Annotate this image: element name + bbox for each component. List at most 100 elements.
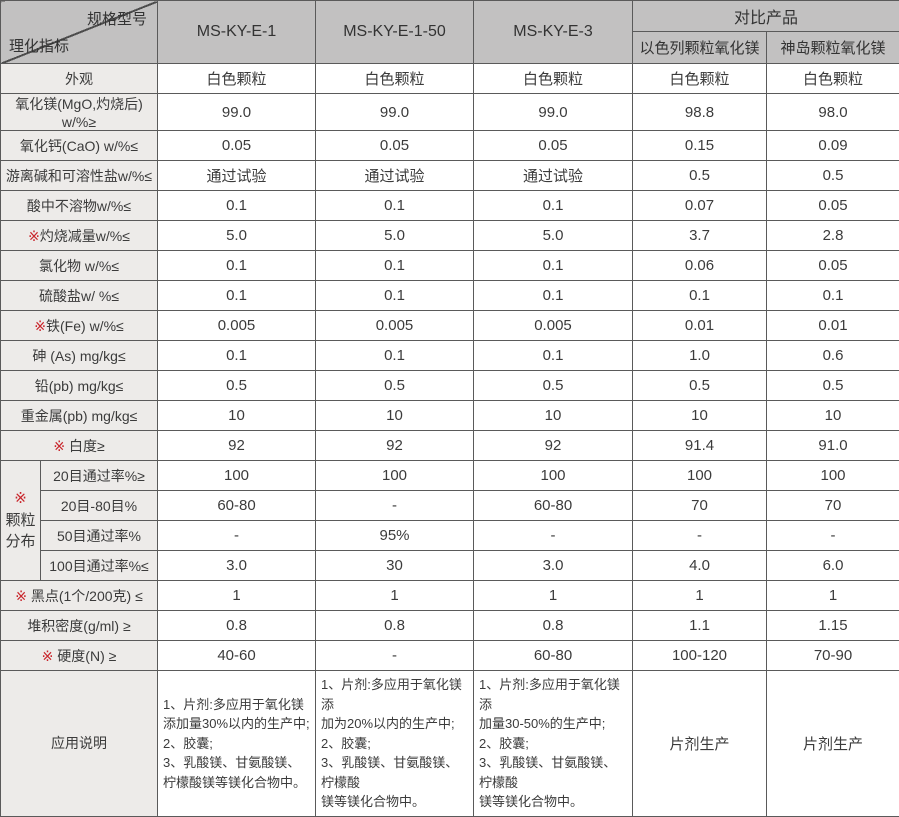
spec-table-header: 规格型号 理化指标 MS-KY-E-1 MS-KY-E-1-50 MS-KY-E…: [1, 1, 899, 64]
value-cell: 100-120: [633, 641, 767, 671]
value-cell: 1: [474, 581, 633, 611]
value-cell: 0.1: [474, 341, 633, 371]
value-cell: 91.0: [767, 431, 899, 461]
value-cell: 0.1: [474, 191, 633, 221]
value-cell: 95%: [316, 521, 474, 551]
value-cell: 70-90: [767, 641, 899, 671]
value-cell: 5.0: [474, 221, 633, 251]
value-cell: 1.15: [767, 611, 899, 641]
value-cell: 98.0: [767, 94, 899, 131]
value-cell: 92: [158, 431, 316, 461]
value-cell: 0.5: [633, 371, 767, 401]
value-cell: 0.005: [158, 311, 316, 341]
value-cell: 0.1: [158, 191, 316, 221]
value-cell: 0.05: [767, 191, 899, 221]
value-cell: 0.1: [316, 281, 474, 311]
value-cell: 99.0: [158, 94, 316, 131]
value-cell: 0.5: [316, 371, 474, 401]
value-cell: 92: [316, 431, 474, 461]
value-cell: 3.0: [158, 551, 316, 581]
value-cell: 0.8: [474, 611, 633, 641]
model-header-1: MS-KY-E-1: [158, 1, 316, 64]
value-cell: 片剂生产: [767, 671, 899, 817]
value-cell: 4.0: [633, 551, 767, 581]
value-cell: 30: [316, 551, 474, 581]
compare-model-header-2: 神岛颗粒氧化镁: [767, 32, 899, 64]
value-cell: 1.0: [633, 341, 767, 371]
value-cell: 1: [316, 581, 474, 611]
model-header-3: MS-KY-E-3: [474, 1, 633, 64]
value-cell: 白色颗粒: [474, 64, 633, 94]
row-label: 重金属(pb) mg/kg≤: [1, 401, 158, 431]
value-cell: 60-80: [474, 641, 633, 671]
value-cell: 70: [633, 491, 767, 521]
value-cell: 0.05: [474, 131, 633, 161]
table-row: 50目通过率%-95%---: [1, 521, 899, 551]
value-cell: 92: [474, 431, 633, 461]
value-cell: 6.0: [767, 551, 899, 581]
particle-group-label-line: 颗粒: [4, 510, 37, 532]
value-cell: 0.1: [158, 281, 316, 311]
value-cell: 99.0: [316, 94, 474, 131]
value-cell: -: [316, 491, 474, 521]
value-cell: 10: [633, 401, 767, 431]
value-cell: 0.5: [474, 371, 633, 401]
value-cell: 60-80: [158, 491, 316, 521]
asterisk-mark: ※: [28, 228, 40, 244]
value-cell: 60-80: [474, 491, 633, 521]
value-cell: 0.005: [474, 311, 633, 341]
value-cell: 0.15: [633, 131, 767, 161]
value-cell: 0.1: [158, 251, 316, 281]
row-label: 外观: [1, 64, 158, 94]
row-label: ※ 白度≥: [1, 431, 158, 461]
compare-group-header: 对比产品: [633, 1, 899, 32]
particle-group-label-line: 分布: [4, 531, 37, 553]
value-cell: -: [316, 641, 474, 671]
row-label-text: 黑点(1个/200克) ≤: [27, 588, 143, 604]
spec-table-body: 外观白色颗粒白色颗粒白色颗粒白色颗粒白色颗粒氧化镁(MgO,灼烧后) w/%≥9…: [1, 64, 899, 817]
value-cell: 0.01: [767, 311, 899, 341]
value-cell: 0.5: [767, 161, 899, 191]
asterisk-mark: ※: [42, 648, 54, 664]
asterisk-mark: ※: [53, 438, 65, 454]
row-label: 酸中不溶物w/%≤: [1, 191, 158, 221]
row-sub-label: 20目-80目%: [41, 491, 158, 521]
value-cell: 0.07: [633, 191, 767, 221]
model-header-2: MS-KY-E-1-50: [316, 1, 474, 64]
value-cell: 3.7: [633, 221, 767, 251]
value-cell: 5.0: [158, 221, 316, 251]
value-cell: 3.0: [474, 551, 633, 581]
value-cell: 0.6: [767, 341, 899, 371]
corner-diagonal-cell: 规格型号 理化指标: [1, 1, 158, 64]
value-cell: 100: [316, 461, 474, 491]
value-cell: 0.1: [633, 281, 767, 311]
value-cell: 0.1: [316, 341, 474, 371]
value-cell: 1、片剂:多应用于氧化镁添 加量30-50%的生产中; 2、胶囊; 3、乳酸镁、…: [474, 671, 633, 817]
row-label: 堆积密度(g/ml) ≥: [1, 611, 158, 641]
value-cell: 10: [316, 401, 474, 431]
table-row: 外观白色颗粒白色颗粒白色颗粒白色颗粒白色颗粒: [1, 64, 899, 94]
row-label-text: 灼烧减量w/%≤: [40, 228, 130, 244]
row-label: 应用说明: [1, 671, 158, 817]
row-label: ※ 黑点(1个/200克) ≤: [1, 581, 158, 611]
value-cell: -: [474, 521, 633, 551]
value-cell: 100: [767, 461, 899, 491]
row-sub-label: 100目通过率%≤: [41, 551, 158, 581]
value-cell: -: [633, 521, 767, 551]
corner-top-right-label: 规格型号: [87, 8, 147, 29]
row-label-text: 铁(Fe) w/%≤: [46, 318, 124, 334]
value-cell: 100: [158, 461, 316, 491]
row-sub-label: 50目通过率%: [41, 521, 158, 551]
